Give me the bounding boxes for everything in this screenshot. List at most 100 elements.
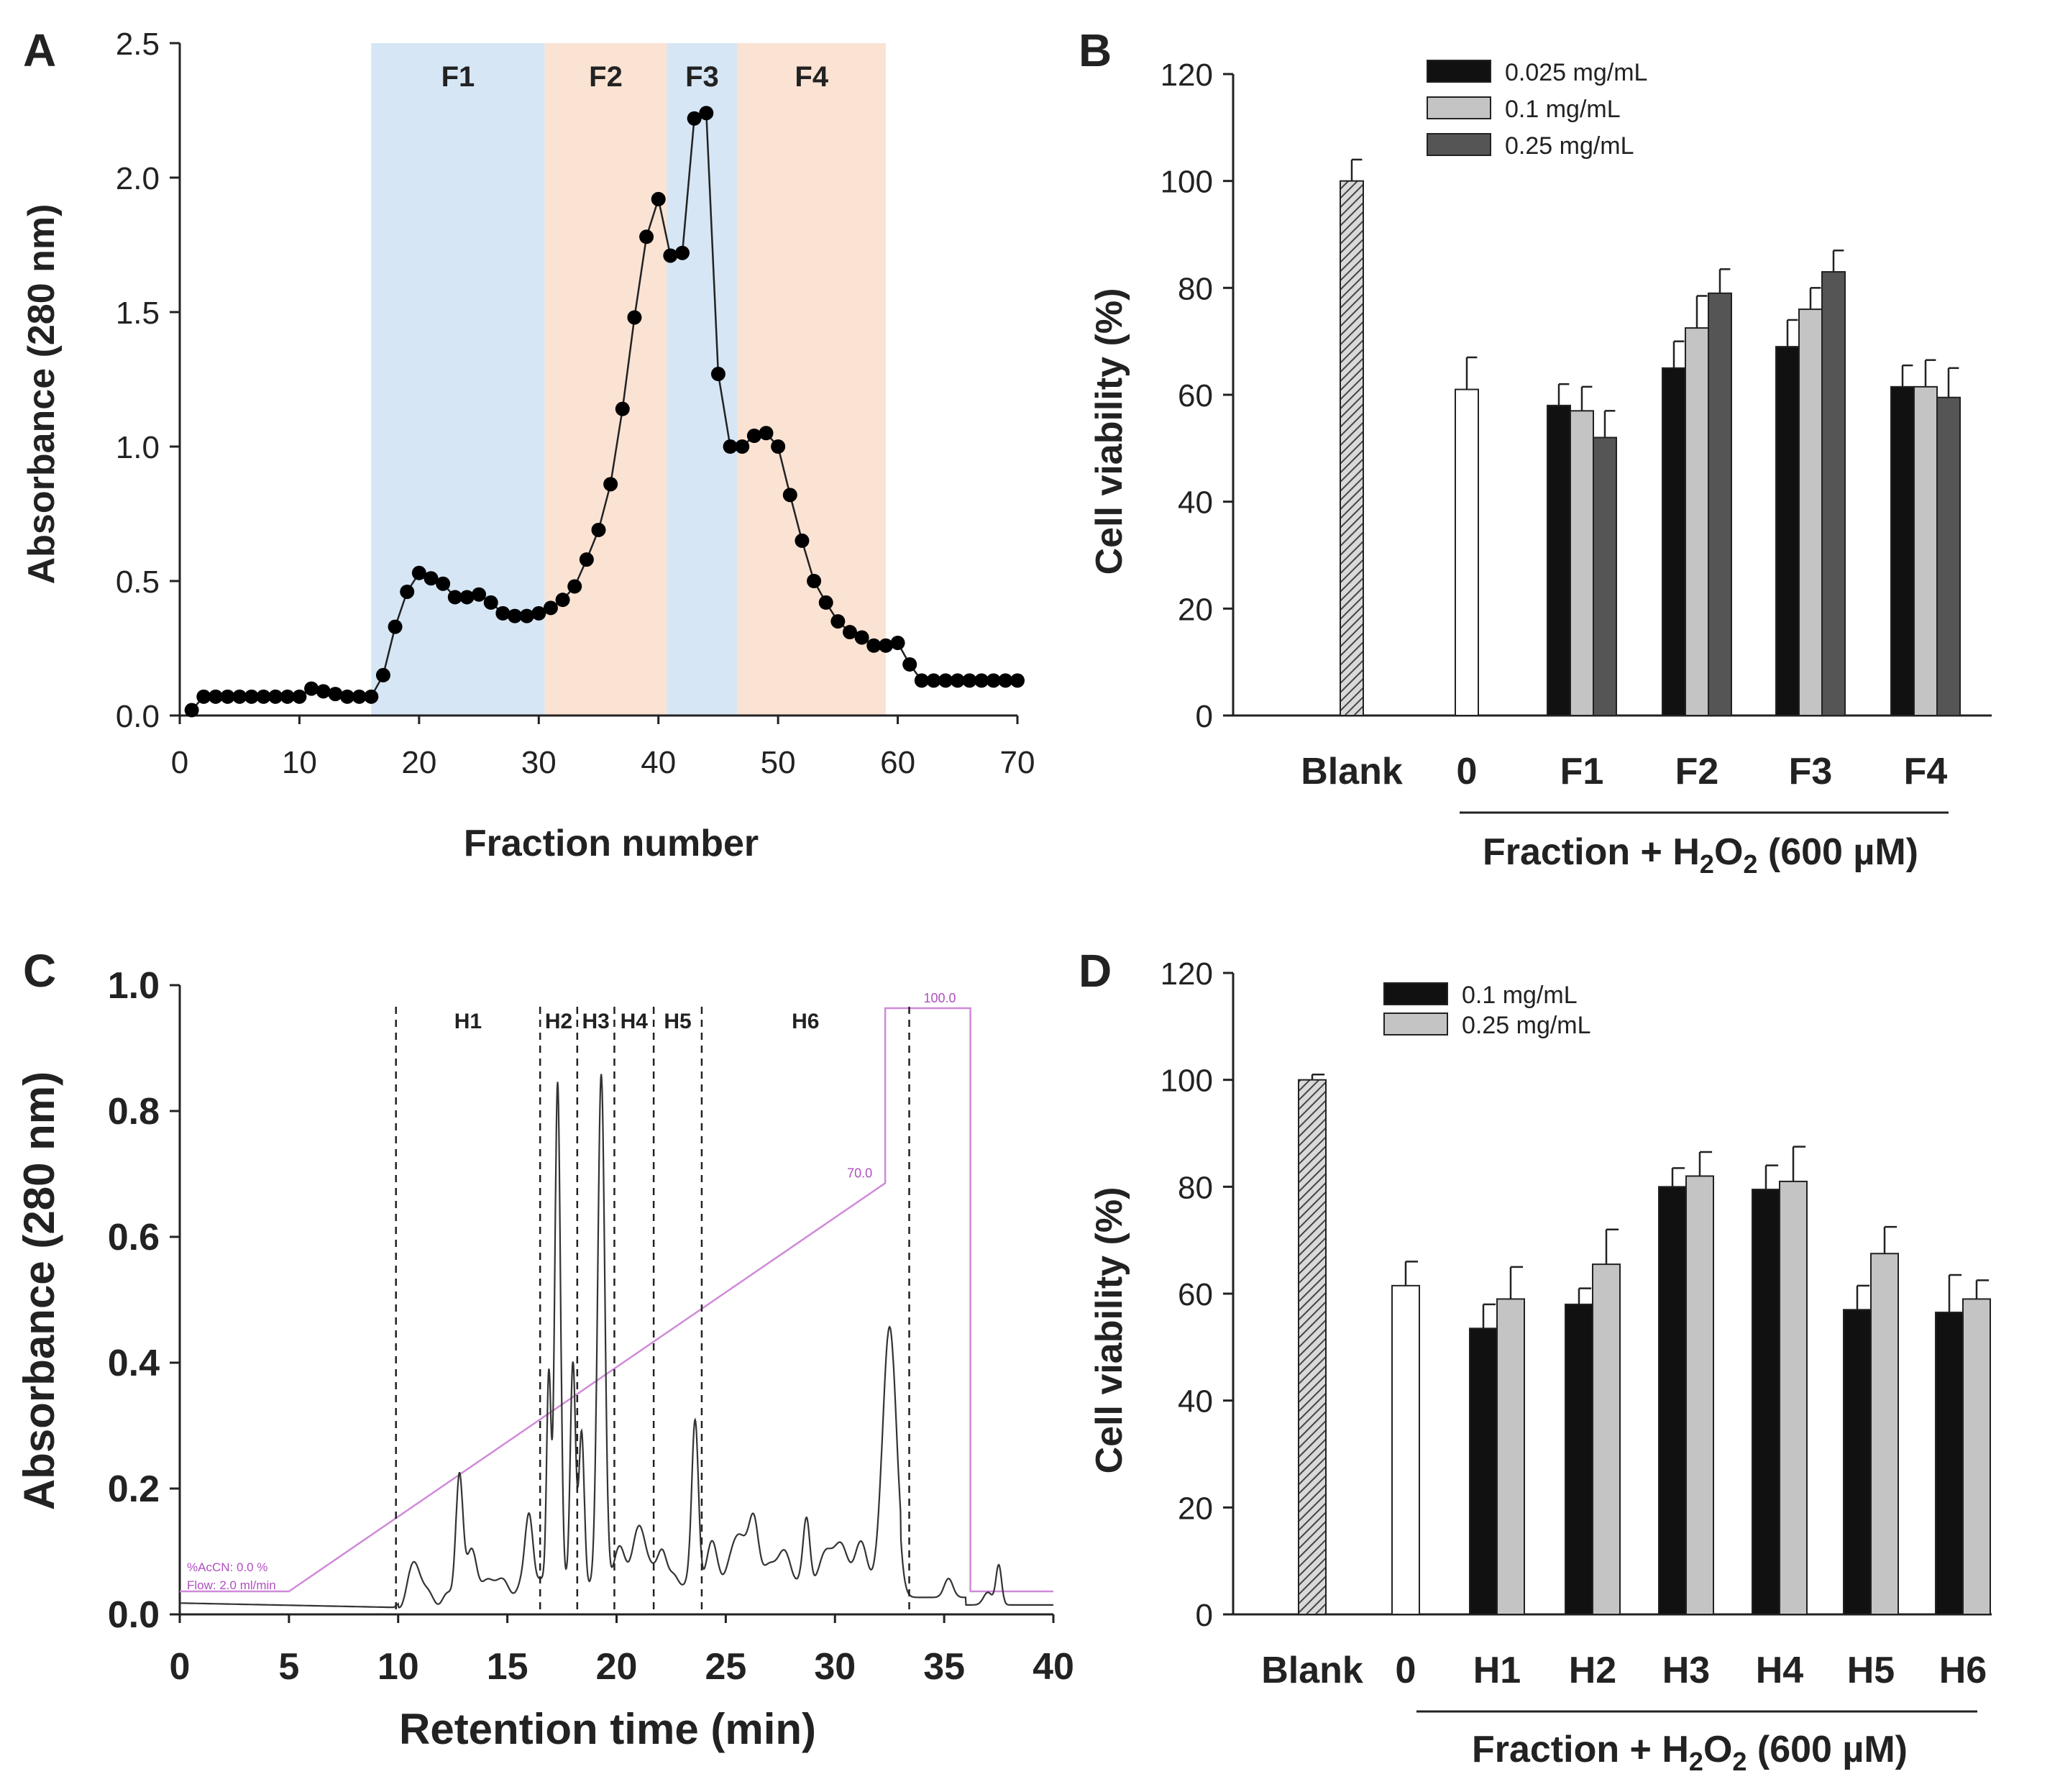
category-label: F1: [1560, 751, 1604, 792]
bar-blank: [1340, 180, 1364, 716]
category-label: H2: [1569, 1650, 1616, 1691]
legend-d: 0.1 mg/mL 0.25 mg/mL: [1383, 982, 1591, 1039]
bar-series-0: [1662, 367, 1686, 716]
legend-label: 0.25 mg/mL: [1505, 132, 1634, 160]
data-point: [675, 245, 690, 260]
data-point: [424, 571, 439, 586]
region-label-h5: H5: [664, 1010, 691, 1033]
region-label-h3: H3: [582, 1010, 609, 1033]
x-tick-label-c: 10: [377, 1646, 419, 1688]
x-tick-label-c: 0: [170, 1646, 191, 1688]
data-point: [795, 533, 810, 548]
data-point: [208, 689, 223, 704]
band-f3: [667, 43, 738, 716]
bar-series-0: [1775, 346, 1800, 717]
bar-series-1: [1913, 385, 1938, 716]
category-label: H3: [1662, 1650, 1710, 1691]
legend-label: 0.025 mg/mL: [1505, 59, 1647, 86]
data-point: [495, 605, 511, 621]
data-point: [220, 689, 235, 704]
panel-letter-a: A: [23, 24, 56, 76]
y-tick-label: 80: [1178, 271, 1213, 306]
bar-series-1: [1685, 327, 1709, 717]
data-point: [508, 608, 522, 623]
legend-label: 0.25 mg/mL: [1462, 1012, 1591, 1039]
data-point: [878, 638, 893, 653]
y-tick-label-a: 2.5: [116, 27, 160, 62]
data-point: [843, 625, 857, 640]
panel-letter-d: D: [1079, 945, 1112, 997]
axes-a: 0 10 20 30 40 50 60 70 0.0 0.5 1.0 1.5 2.0 2.5: [116, 27, 1035, 780]
x-tick-label-c: 30: [814, 1646, 856, 1688]
bar-control: [1391, 1284, 1420, 1615]
data-point: [280, 689, 295, 704]
bar-series-1: [1592, 1263, 1621, 1616]
y-tick-label: 60: [1178, 1277, 1213, 1312]
panel-a: A F1 F2 F3 F4 0 10 20 30 40 50 60 70 0.0 0.5 1.0 1.5 2.…: [21, 24, 1035, 864]
data-point: [531, 605, 546, 621]
bar-blank: [1298, 1079, 1327, 1615]
chromatogram-line: [180, 1074, 1053, 1609]
category-label: 0: [1396, 1650, 1416, 1691]
y-tick-label: 120: [1161, 956, 1213, 992]
data-point: [400, 584, 415, 599]
band-label-f1: F1: [441, 61, 475, 93]
data-point: [196, 689, 211, 704]
data-point: [759, 426, 774, 441]
data-point: [292, 689, 307, 704]
data-point: [807, 574, 822, 588]
data-point: [411, 565, 426, 580]
x-tick-label-c: 20: [596, 1646, 638, 1688]
bars-b: [1340, 158, 1961, 717]
data-point: [388, 619, 403, 634]
y-axis-label-c: Absorbance (280 nm): [15, 1071, 63, 1510]
x-tick-label-c: 35: [923, 1646, 965, 1688]
legend-label: 0.1 mg/mL: [1505, 96, 1621, 123]
bar-series-1: [1570, 410, 1594, 716]
x-tick-label-a: 10: [282, 745, 317, 780]
bar-series-0: [1890, 385, 1915, 716]
panel-d: D 0 20 40 60 80 100 120 Blank 0 H1 H2 H3 H4 H5 H6 0.1 …: [1079, 945, 1992, 1776]
category-label: F3: [1789, 751, 1833, 792]
band-label-f4: F4: [795, 61, 828, 93]
bar-series-0: [1565, 1303, 1593, 1616]
data-point: [830, 614, 846, 629]
data-point: [364, 689, 379, 704]
gradient-70-label: 70.0: [847, 1166, 872, 1180]
data-point: [651, 191, 666, 206]
bar-series-2: [1708, 292, 1732, 716]
data-point: [818, 595, 833, 610]
y-tick-label: 0: [1196, 699, 1213, 734]
y-tick-label-a: 1.5: [116, 296, 160, 331]
data-point: [938, 673, 953, 688]
data-point: [974, 673, 989, 688]
y-tick-label: 40: [1178, 485, 1213, 521]
band-f2: [544, 43, 667, 716]
y-tick-label: 120: [1161, 58, 1213, 93]
data-point: [710, 367, 725, 382]
data-point: [782, 488, 797, 503]
gradient-start-label: %AcCN: 0.0 %: [187, 1560, 267, 1574]
panel-b: B 0 20 40 60 80 100 120 Blank 0 F1 F2 F3 F4 0.025 mg…: [1079, 24, 1992, 879]
y-tick-label-c: 0.2: [108, 1468, 160, 1510]
data-point: [627, 310, 642, 325]
bar-series-1: [1779, 1180, 1808, 1615]
flow-label: Flow: 2.0 ml/min: [187, 1578, 276, 1592]
data-point: [663, 248, 678, 263]
y-tick-label-a: 1.0: [116, 430, 160, 465]
band-label-f3: F3: [685, 61, 719, 93]
x-axis-label-a: Fraction number: [464, 823, 759, 864]
data-point: [459, 590, 475, 605]
data-point: [256, 689, 271, 704]
data-point: [746, 429, 761, 444]
axes-b: 0 20 40 60 80 100 120 Blank 0 F1 F2 F3 F4: [1161, 58, 1992, 792]
axes-d: 0 20 40 60 80 100 120 Blank 0 H1 H2 H3 H4 H5 H6: [1161, 956, 1992, 1691]
data-point: [998, 673, 1013, 688]
legend-swatch: [1383, 1012, 1448, 1036]
region-label-h1: H1: [454, 1010, 482, 1033]
data-point: [268, 689, 283, 704]
data-point: [854, 630, 869, 645]
chromatogram-trace: [180, 1074, 1053, 1609]
region-label-h6: H6: [792, 1010, 819, 1033]
y-axis-label-a: Absorbance (280 nm): [21, 204, 63, 585]
